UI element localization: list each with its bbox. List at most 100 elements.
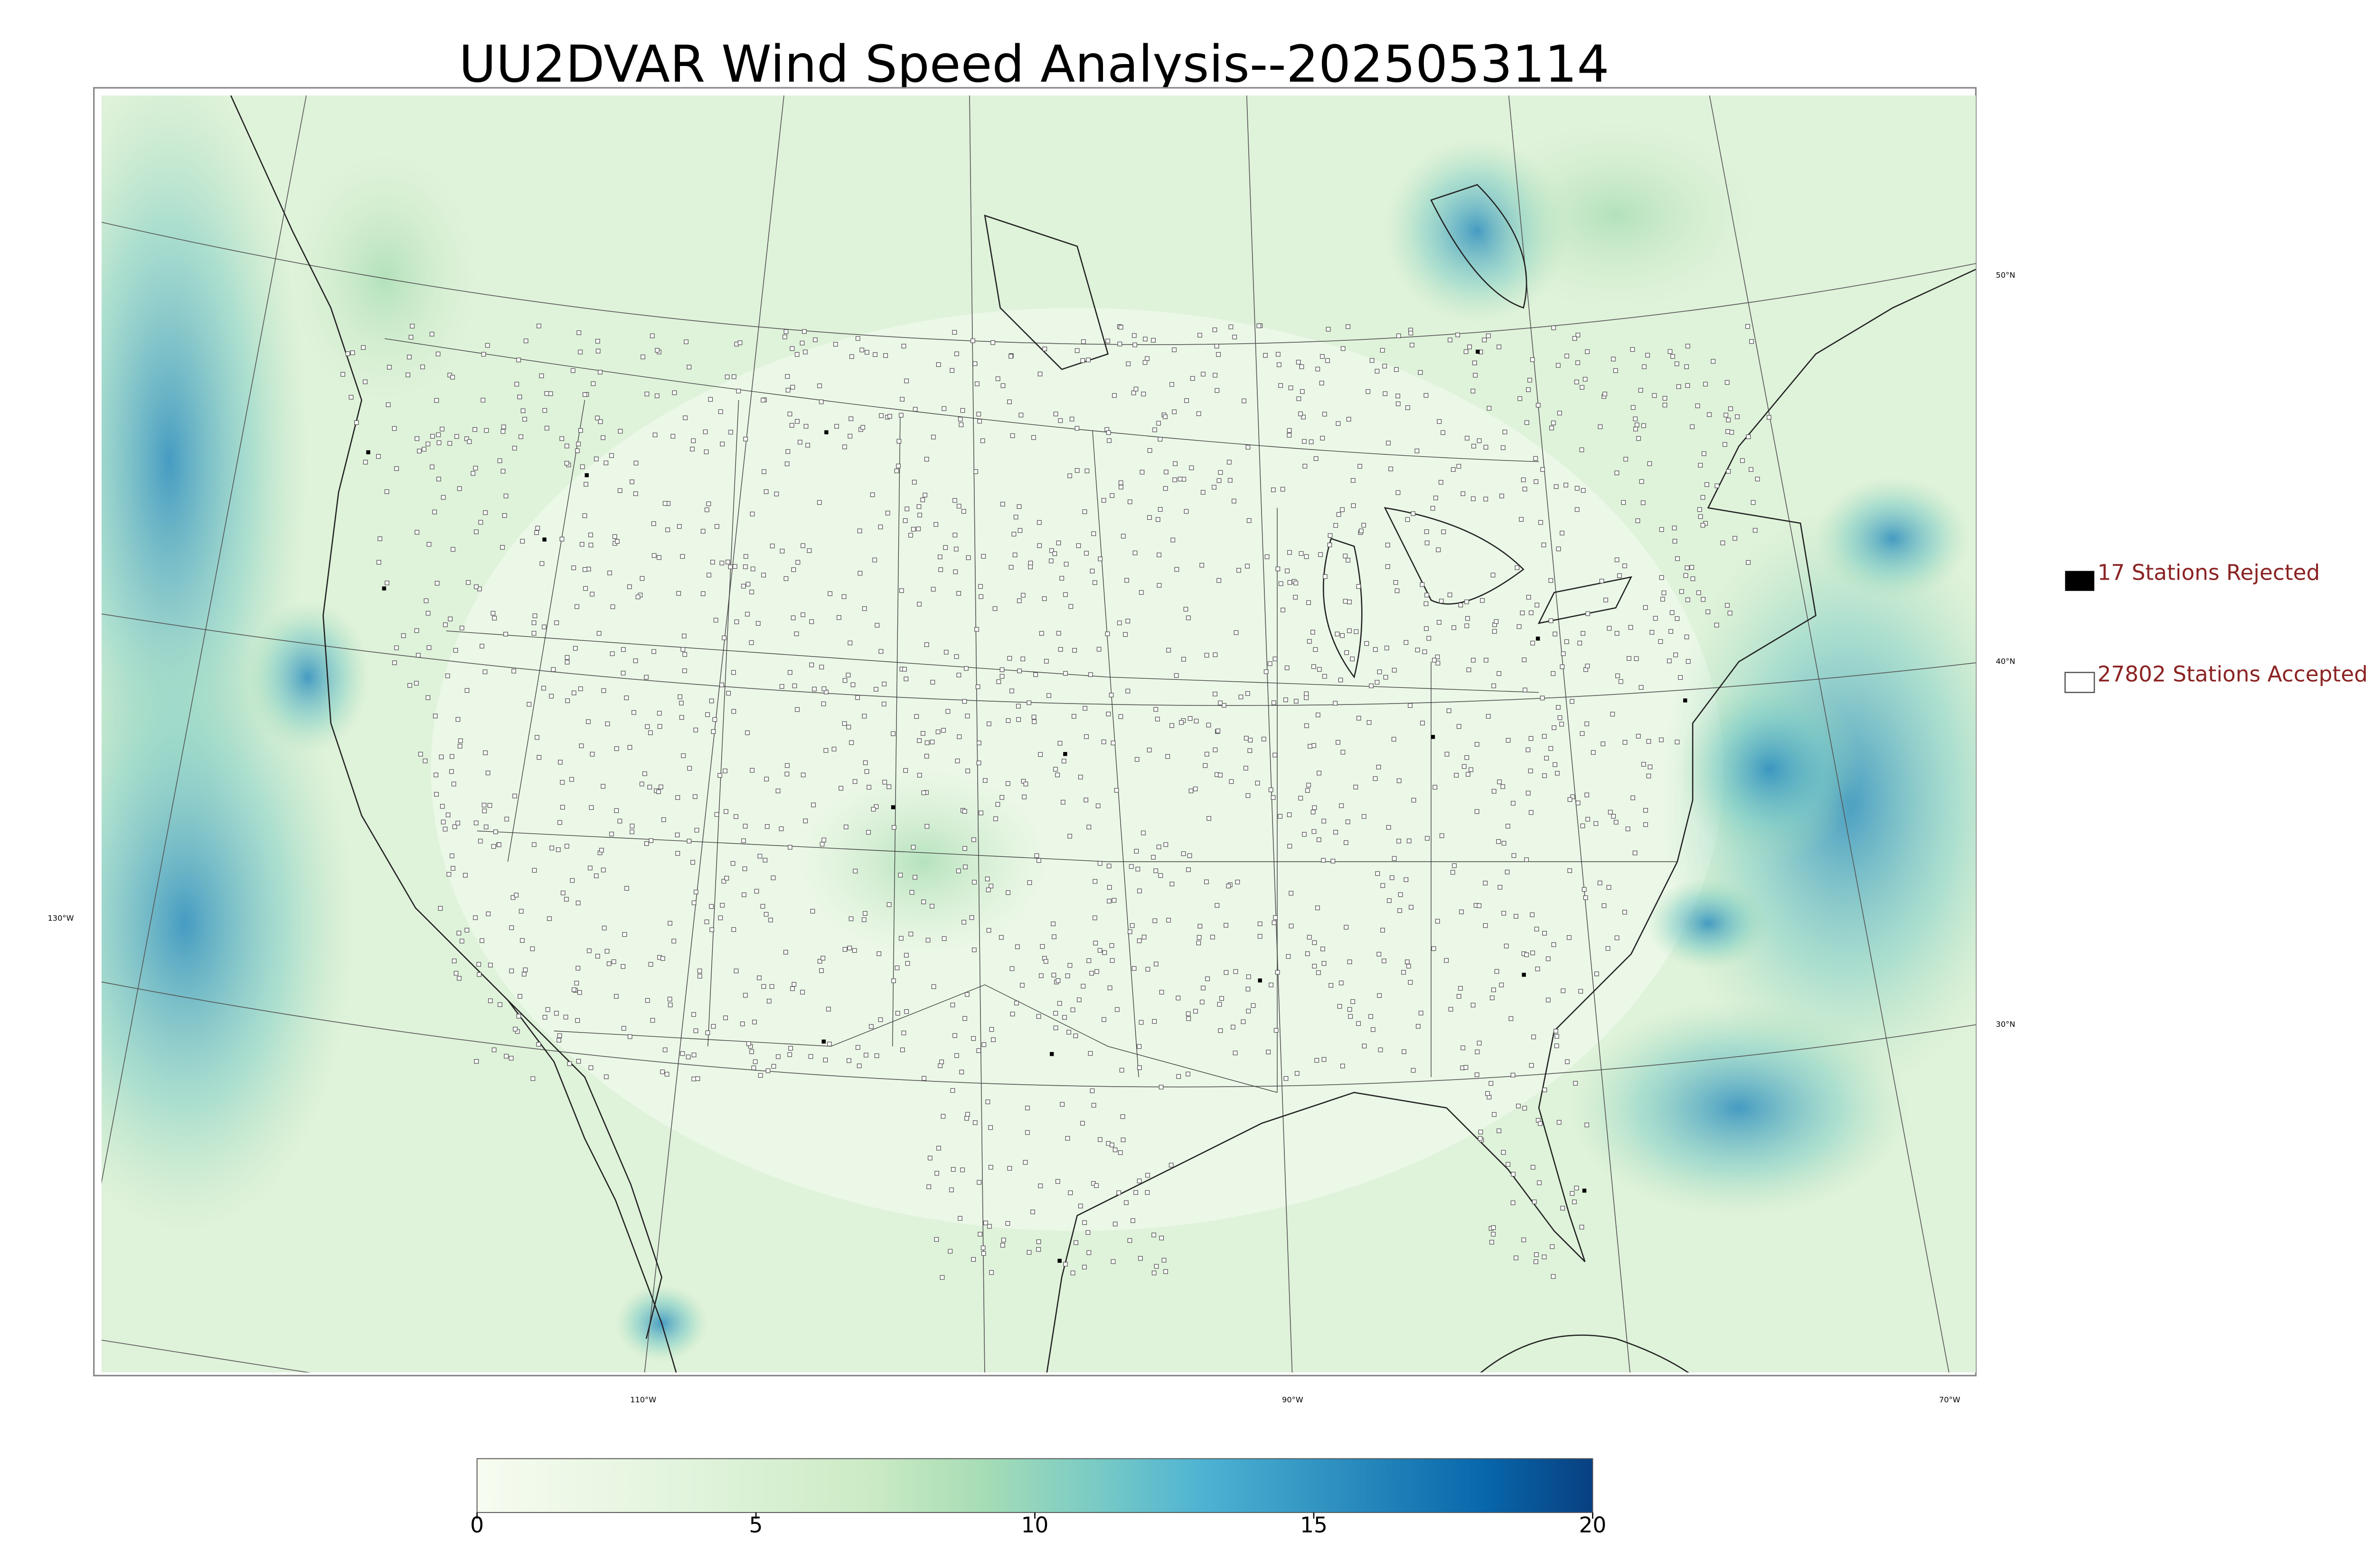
station bbox=[1287, 580, 1292, 585]
station bbox=[576, 330, 582, 335]
station bbox=[1246, 518, 1252, 523]
station bbox=[785, 449, 791, 454]
station bbox=[1392, 856, 1397, 861]
station bbox=[760, 904, 765, 909]
station bbox=[728, 430, 734, 435]
station bbox=[463, 873, 468, 878]
station bbox=[1328, 983, 1333, 988]
station bbox=[1648, 764, 1653, 770]
station bbox=[510, 895, 516, 900]
station bbox=[976, 1048, 981, 1053]
station bbox=[1074, 468, 1080, 473]
station bbox=[473, 466, 478, 470]
station bbox=[745, 611, 750, 617]
station bbox=[1405, 405, 1410, 410]
station bbox=[1163, 486, 1168, 491]
station bbox=[1557, 715, 1563, 720]
station bbox=[1517, 624, 1522, 629]
station bbox=[1158, 507, 1163, 512]
station bbox=[1404, 877, 1409, 882]
station bbox=[1473, 373, 1478, 378]
station bbox=[595, 348, 601, 354]
station bbox=[493, 829, 498, 835]
station bbox=[1426, 636, 1432, 641]
station bbox=[684, 339, 689, 344]
station bbox=[1017, 598, 1022, 603]
station bbox=[791, 567, 796, 572]
lat-label: 30°N bbox=[1996, 1020, 2016, 1029]
station bbox=[879, 413, 884, 418]
station bbox=[857, 571, 863, 576]
station bbox=[1044, 959, 1048, 964]
station bbox=[386, 402, 391, 407]
station bbox=[1203, 763, 1208, 768]
station bbox=[429, 331, 434, 337]
station bbox=[1063, 671, 1068, 676]
station bbox=[1542, 734, 1547, 739]
station bbox=[1106, 430, 1111, 435]
legend-swatch-accepted bbox=[2064, 672, 2095, 693]
station bbox=[1193, 1009, 1198, 1014]
station bbox=[1470, 388, 1476, 394]
station bbox=[361, 345, 366, 350]
station bbox=[518, 909, 524, 914]
station bbox=[734, 814, 739, 819]
station bbox=[1653, 616, 1658, 621]
station bbox=[813, 337, 818, 342]
station bbox=[1042, 596, 1047, 601]
station bbox=[724, 875, 729, 881]
station bbox=[1414, 448, 1420, 453]
station bbox=[1147, 515, 1152, 520]
station bbox=[841, 594, 847, 599]
station bbox=[1622, 563, 1627, 568]
station bbox=[1025, 1106, 1030, 1110]
station bbox=[718, 409, 723, 414]
station bbox=[1707, 412, 1712, 417]
station bbox=[976, 761, 981, 765]
station bbox=[420, 365, 425, 369]
station bbox=[1570, 794, 1575, 799]
station bbox=[1408, 703, 1413, 708]
station bbox=[655, 393, 659, 398]
station bbox=[1395, 401, 1401, 406]
station bbox=[415, 530, 420, 535]
station bbox=[1246, 1009, 1251, 1014]
colorbar-tick-label: 5 bbox=[749, 1512, 763, 1538]
station bbox=[1176, 995, 1181, 1001]
station bbox=[785, 374, 790, 379]
station bbox=[1112, 393, 1117, 398]
station bbox=[873, 352, 878, 357]
station bbox=[1344, 650, 1349, 655]
station bbox=[938, 554, 942, 559]
station bbox=[1057, 741, 1063, 746]
station bbox=[1205, 976, 1210, 981]
station bbox=[455, 717, 461, 722]
station bbox=[740, 1021, 745, 1026]
station bbox=[837, 615, 841, 620]
station bbox=[1061, 759, 1066, 764]
station bbox=[564, 897, 569, 902]
station bbox=[1283, 697, 1288, 703]
station bbox=[598, 419, 603, 424]
station bbox=[1714, 622, 1719, 628]
station bbox=[1111, 1259, 1116, 1264]
station bbox=[1263, 669, 1269, 674]
station bbox=[1690, 576, 1696, 582]
station bbox=[1505, 824, 1510, 829]
station bbox=[896, 439, 902, 444]
station bbox=[1276, 352, 1281, 357]
station bbox=[1528, 810, 1534, 815]
station bbox=[1674, 361, 1679, 366]
station bbox=[1305, 788, 1310, 793]
station bbox=[1530, 357, 1535, 362]
station bbox=[477, 972, 482, 977]
station bbox=[986, 928, 991, 933]
station bbox=[979, 594, 983, 599]
station bbox=[978, 584, 983, 589]
station bbox=[1340, 1063, 1345, 1069]
station bbox=[1684, 364, 1689, 369]
station bbox=[1077, 997, 1082, 1003]
station bbox=[1310, 809, 1316, 815]
station bbox=[766, 998, 772, 1004]
